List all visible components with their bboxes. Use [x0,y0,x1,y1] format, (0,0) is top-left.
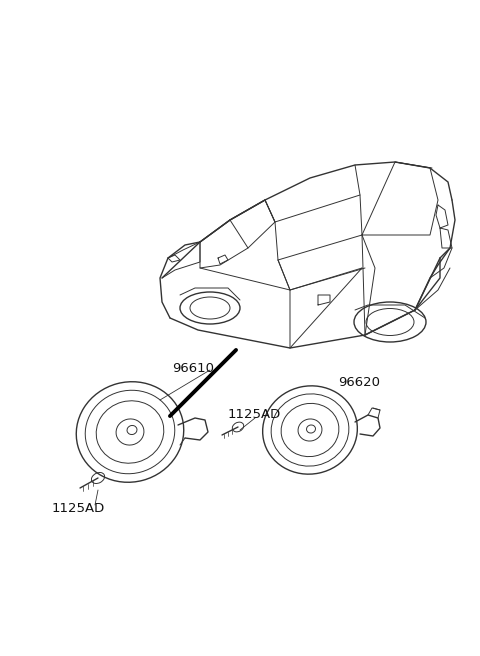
Text: 96620: 96620 [338,375,380,388]
Text: 96610: 96610 [172,361,214,375]
Text: 1125AD: 1125AD [228,409,281,422]
Text: 1125AD: 1125AD [52,501,105,514]
